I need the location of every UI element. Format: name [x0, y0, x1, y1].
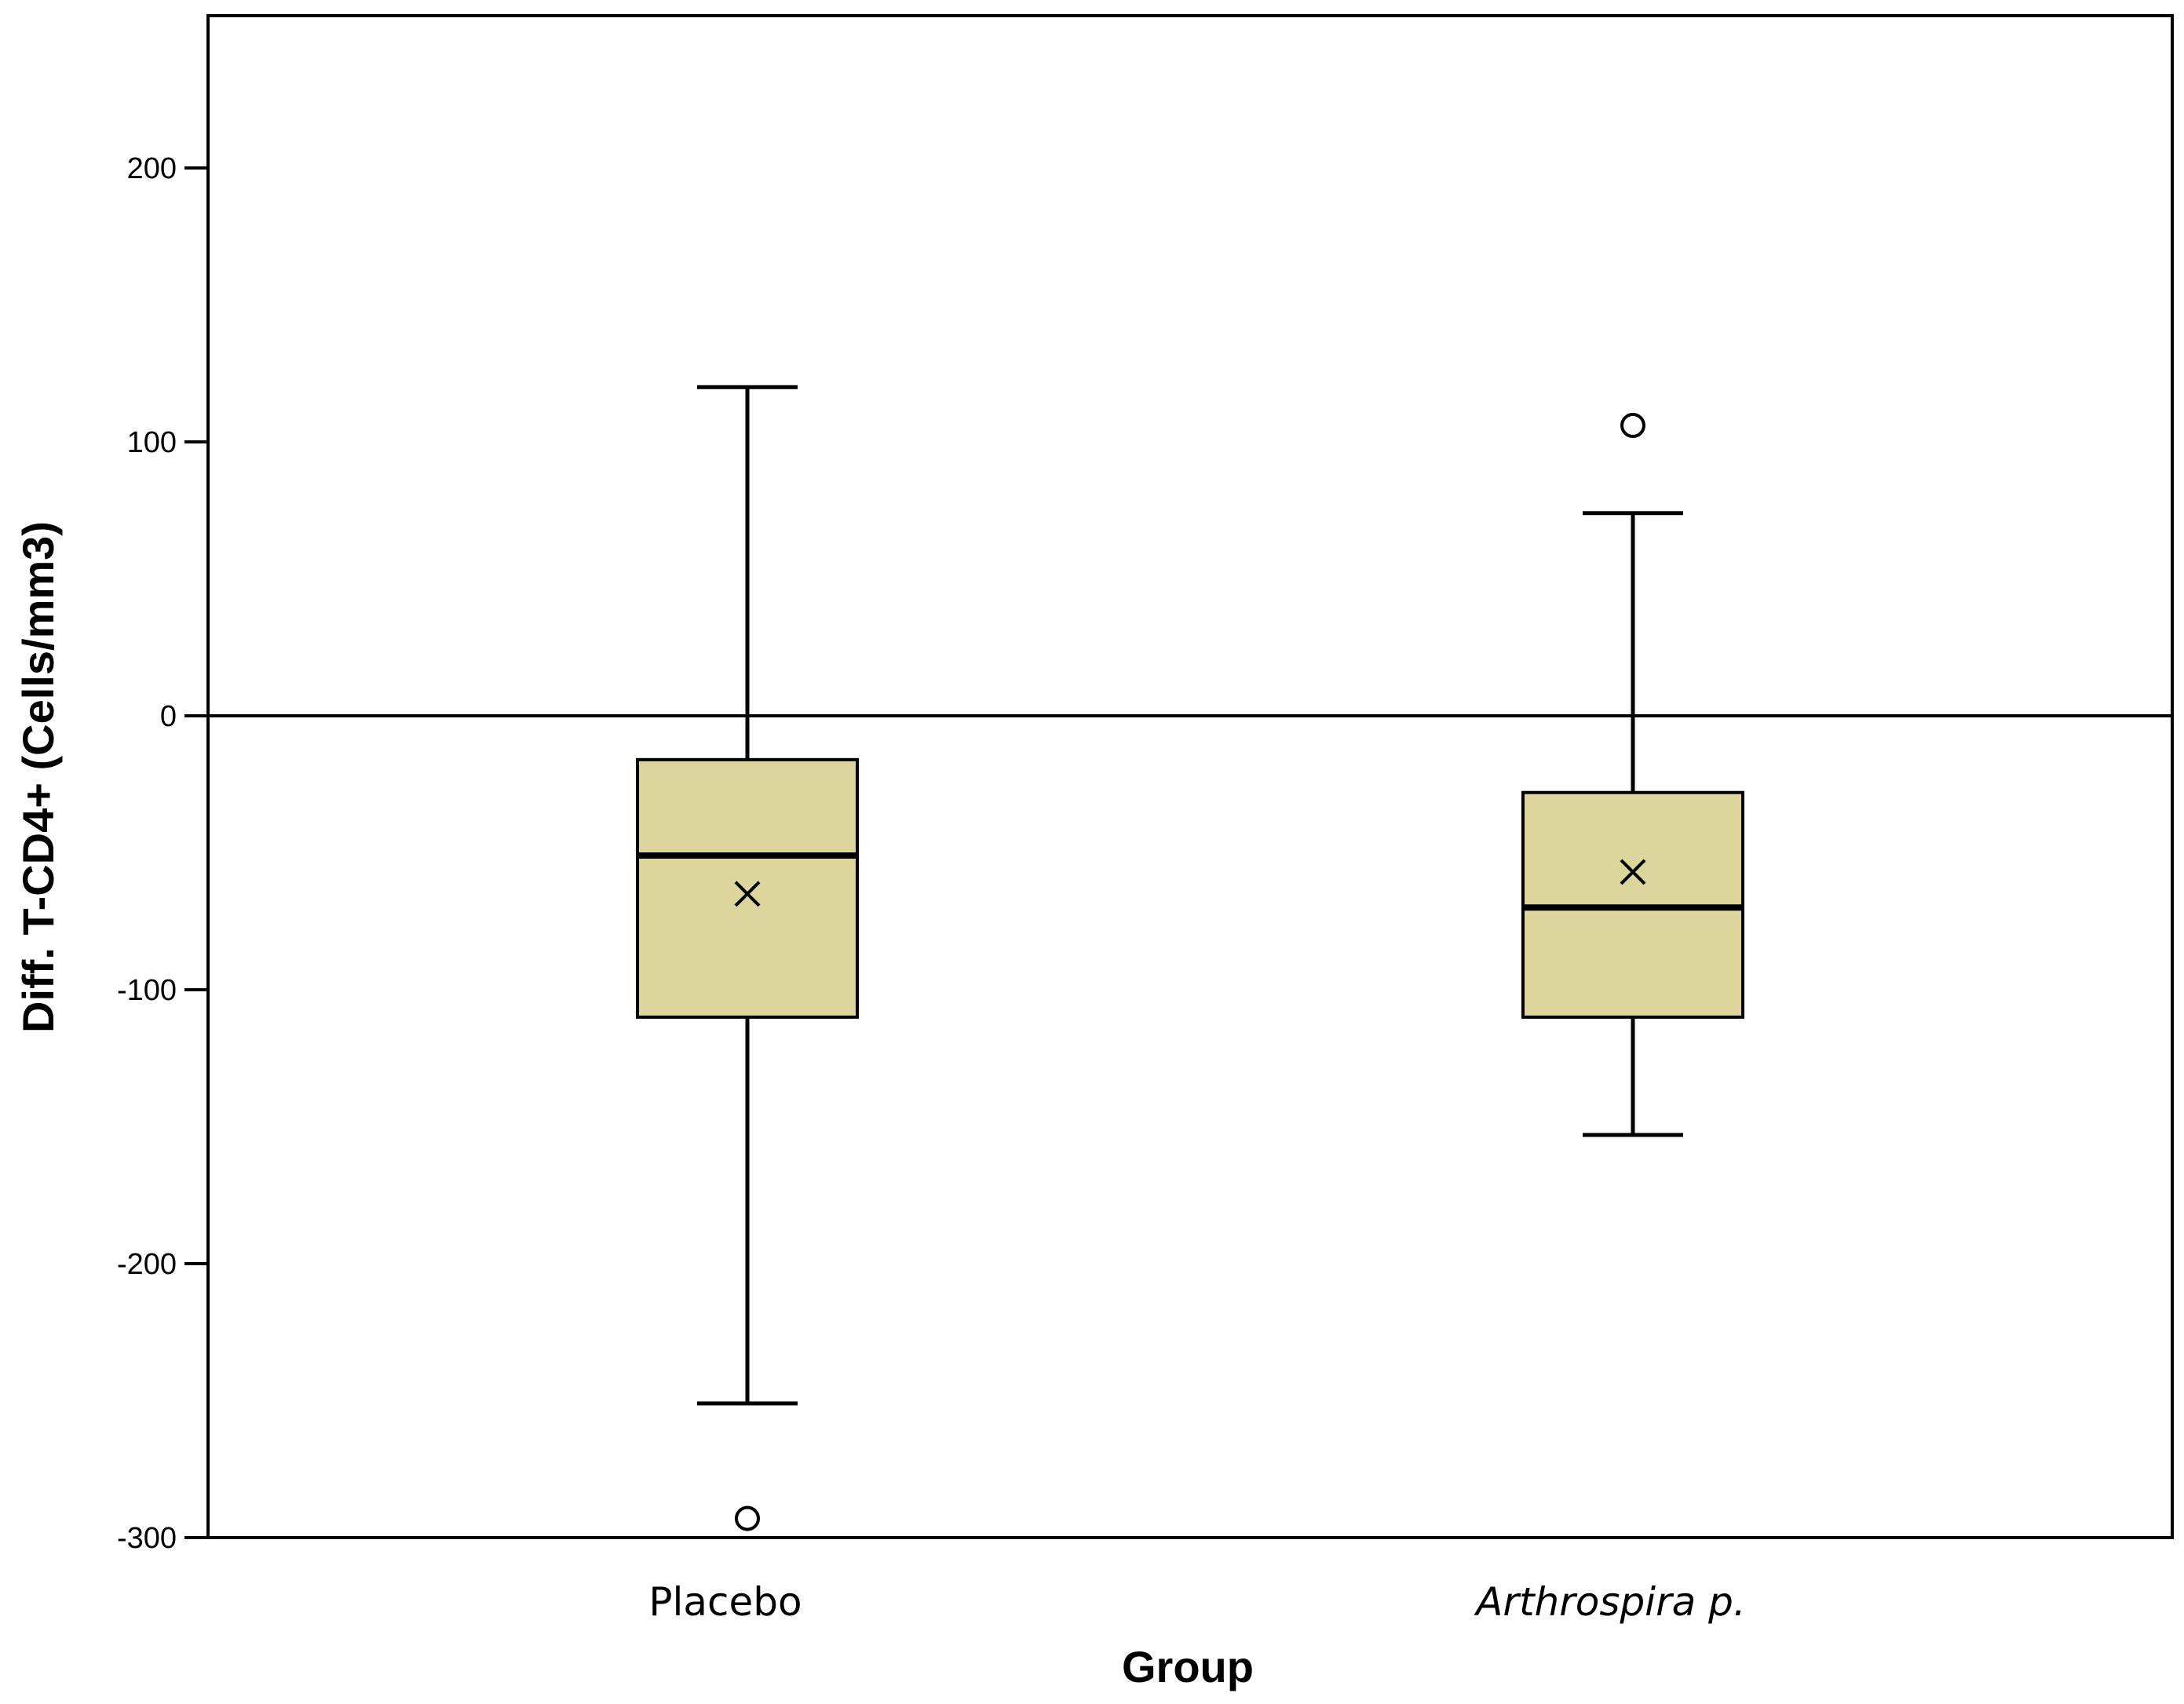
- y-axis-title: Diff. T-CD4+ (Cells/mm3): [13, 521, 63, 1033]
- mean-marker: [734, 881, 761, 907]
- box-2: [1521, 413, 1744, 1137]
- y-tick-label: 0: [160, 700, 177, 733]
- y-tick-label: -200: [117, 1248, 177, 1281]
- box-1: [636, 385, 859, 1531]
- mean-marker-stroke: [1620, 859, 1646, 885]
- boxes-group: [636, 385, 1744, 1531]
- mean-marker: [1620, 859, 1646, 885]
- y-tick-label: -300: [117, 1522, 177, 1555]
- x-axis-title: Group: [1122, 1642, 1254, 1691]
- x-axis: Placebo Arthrospira p.: [648, 1579, 1745, 1625]
- mean-marker-stroke: [734, 881, 761, 907]
- y-tick-label: -100: [117, 974, 177, 1007]
- x-category-label: Arthrospira p.: [1474, 1579, 1746, 1625]
- x-category-label: Placebo: [648, 1579, 802, 1625]
- outlier-point: [1620, 413, 1645, 439]
- y-axis: 200 100 0 -100 -200 -300: [117, 152, 208, 1555]
- iqr-box: [636, 757, 859, 1019]
- plot-frame: [206, 14, 2174, 1539]
- outlier-point: [735, 1505, 760, 1531]
- y-tick-label: 100: [127, 426, 177, 459]
- y-tick-label: 200: [127, 152, 177, 185]
